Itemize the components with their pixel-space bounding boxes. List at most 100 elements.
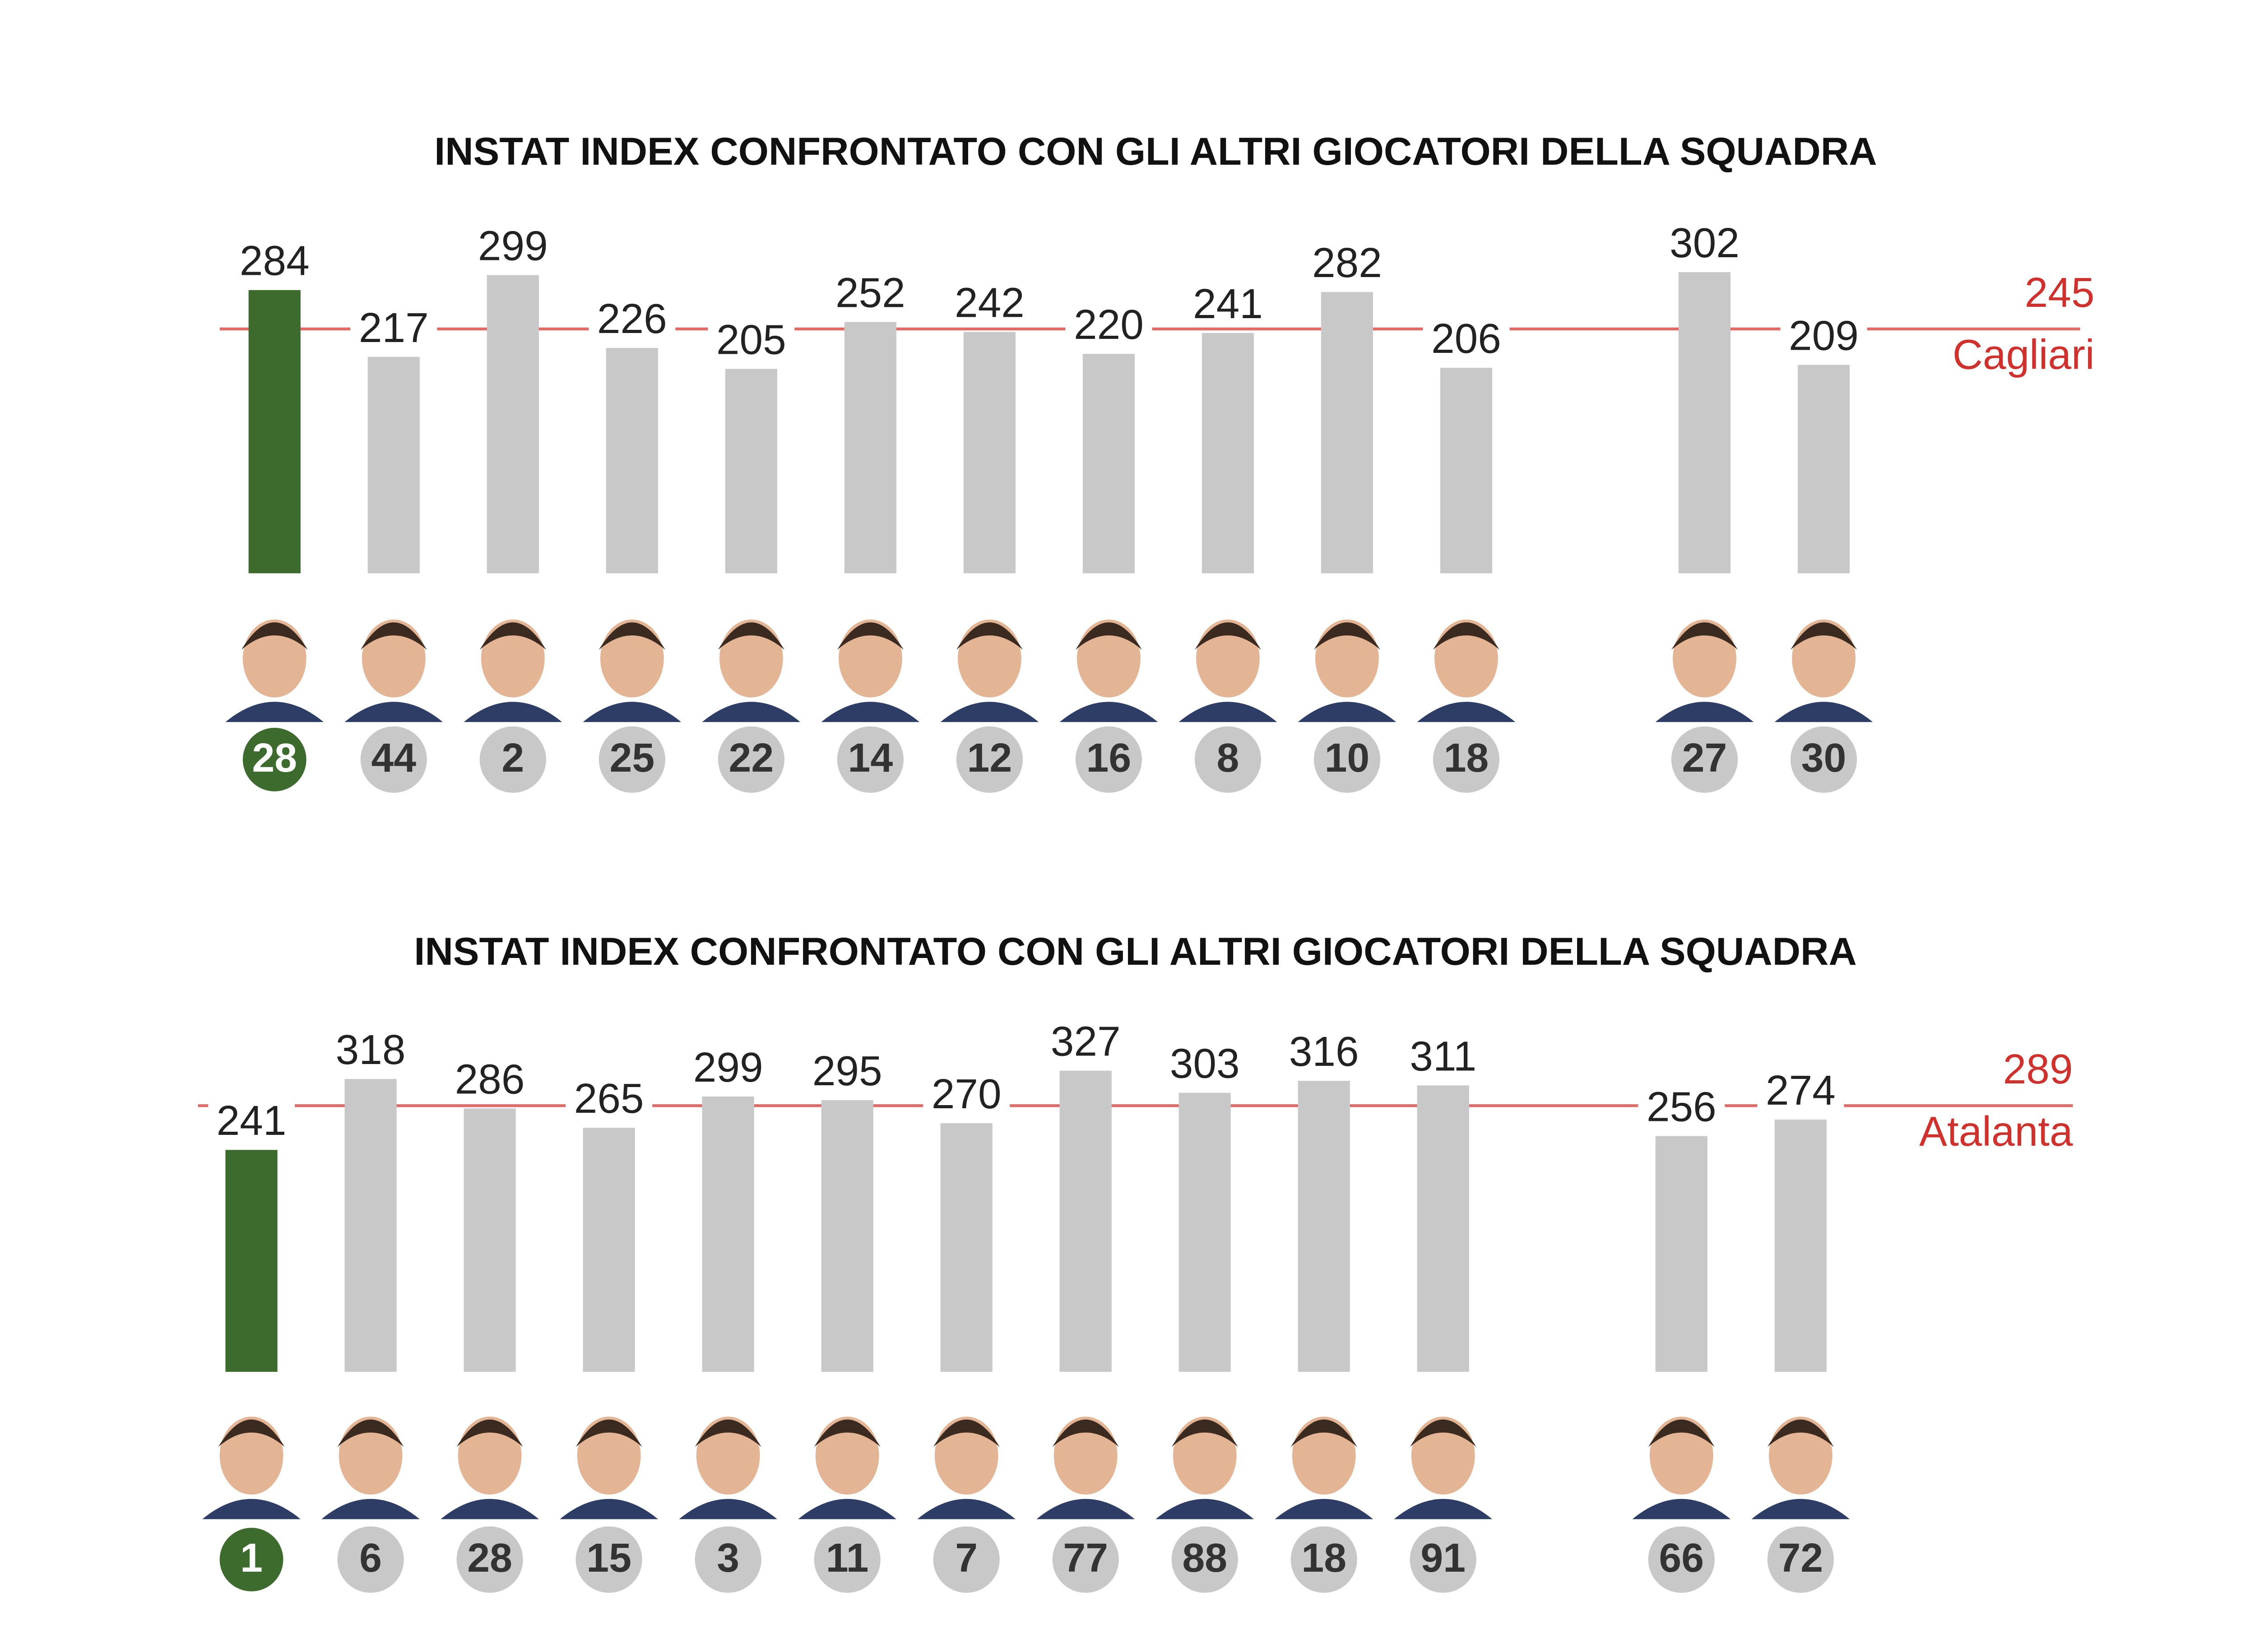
player-hair [479, 622, 546, 650]
label-bg [1304, 243, 1391, 287]
number-badge [1075, 726, 1142, 793]
player-number: 16 [1086, 735, 1132, 780]
bar [1298, 1081, 1350, 1372]
bar [225, 1150, 278, 1372]
player-shoulders [821, 702, 920, 722]
player-number: 28 [467, 1535, 512, 1580]
value-label: 220 [1074, 301, 1144, 348]
player-hair [337, 1419, 404, 1447]
player-hair [814, 1419, 881, 1447]
label-bg [1042, 1021, 1129, 1065]
value-label: 327 [1051, 1018, 1121, 1065]
player-hair [1648, 1419, 1715, 1447]
value-label: 302 [1670, 219, 1740, 266]
player-face [719, 619, 783, 698]
player-shoulders [202, 1499, 301, 1519]
player-shoulders [1751, 1499, 1850, 1519]
player-number: 22 [729, 735, 774, 780]
bar [963, 332, 1016, 574]
number-badge [1648, 1526, 1715, 1593]
label-bg [708, 319, 795, 363]
player-face [339, 1416, 403, 1495]
bar [583, 1128, 635, 1372]
player-face [838, 619, 902, 698]
player-shoulders [1774, 702, 1873, 722]
number-badge [1171, 1526, 1238, 1593]
bar [1082, 354, 1135, 574]
player-hair [1767, 1419, 1834, 1447]
number-badge [814, 1526, 881, 1593]
player-number: 10 [1325, 735, 1370, 780]
value-label: 256 [1647, 1083, 1717, 1130]
player-shoulders [225, 702, 324, 722]
value-label: 316 [1289, 1028, 1359, 1075]
player-hair [1313, 622, 1381, 650]
number-badge [695, 1526, 761, 1593]
player-shoulders [1179, 702, 1277, 722]
value-label: 286 [455, 1055, 525, 1102]
player-face [1434, 619, 1498, 698]
label-bg [1161, 1043, 1248, 1087]
bar [821, 1100, 873, 1372]
player-hair [695, 1419, 761, 1447]
number-badge [1433, 726, 1500, 793]
value-label: 295 [812, 1047, 882, 1094]
value-label: 311 [1410, 1032, 1476, 1079]
player-hair [241, 622, 308, 650]
player-face [1411, 1416, 1475, 1495]
player-number: 7 [955, 1535, 978, 1580]
player-number: 14 [848, 735, 893, 780]
player-face [577, 1416, 641, 1495]
player-hair [1671, 622, 1738, 650]
label-bg [446, 1059, 534, 1103]
bar [248, 290, 301, 574]
label-bg [1281, 1032, 1368, 1075]
label-bg [1400, 1036, 1487, 1080]
label-bg [231, 241, 318, 285]
player-face [219, 1416, 283, 1495]
value-label: 299 [693, 1044, 763, 1091]
player-number: 1 [240, 1535, 263, 1580]
player-number: 25 [610, 735, 655, 780]
bar [1440, 368, 1493, 574]
number-badge [479, 726, 546, 793]
bar [1797, 365, 1850, 574]
label-bg [685, 1047, 772, 1091]
bar [1179, 1092, 1231, 1372]
number-badge [1290, 1526, 1357, 1593]
bar [1059, 1070, 1112, 1372]
player-number: 27 [1682, 735, 1727, 780]
player-shoulders [344, 702, 443, 722]
number-badge [1313, 726, 1381, 793]
bar [1774, 1119, 1827, 1372]
player-number: 12 [967, 735, 1012, 780]
player-shoulders [321, 1499, 420, 1519]
number-badge [1671, 726, 1738, 793]
label-bg [946, 282, 1033, 326]
player-face [1292, 1416, 1356, 1495]
label-bg [804, 1051, 891, 1095]
player-shoulders [583, 702, 682, 722]
player-face [1053, 1416, 1118, 1495]
value-label: 274 [1766, 1067, 1836, 1114]
player-shoulders [560, 1499, 658, 1519]
player-shoulders [441, 1499, 539, 1519]
number-badge [1790, 726, 1857, 793]
label-bg [327, 1030, 414, 1074]
player-shoulders [1655, 702, 1754, 722]
player-face [481, 619, 545, 698]
value-label: 241 [1193, 280, 1263, 327]
player-hair [1410, 1419, 1476, 1447]
value-label: 206 [1431, 315, 1501, 362]
player-face [1649, 1416, 1713, 1495]
player-hair [1433, 622, 1500, 650]
reference-label: Cagliari [1953, 331, 2095, 378]
player-number: 18 [1301, 1535, 1346, 1580]
player-shoulders [1059, 702, 1158, 722]
player-hair [1171, 1419, 1238, 1447]
player-number: 2 [501, 735, 524, 780]
player-face [600, 619, 664, 698]
player-shoulders [1298, 702, 1397, 722]
number-badge [718, 726, 784, 793]
number-badge [956, 726, 1023, 793]
